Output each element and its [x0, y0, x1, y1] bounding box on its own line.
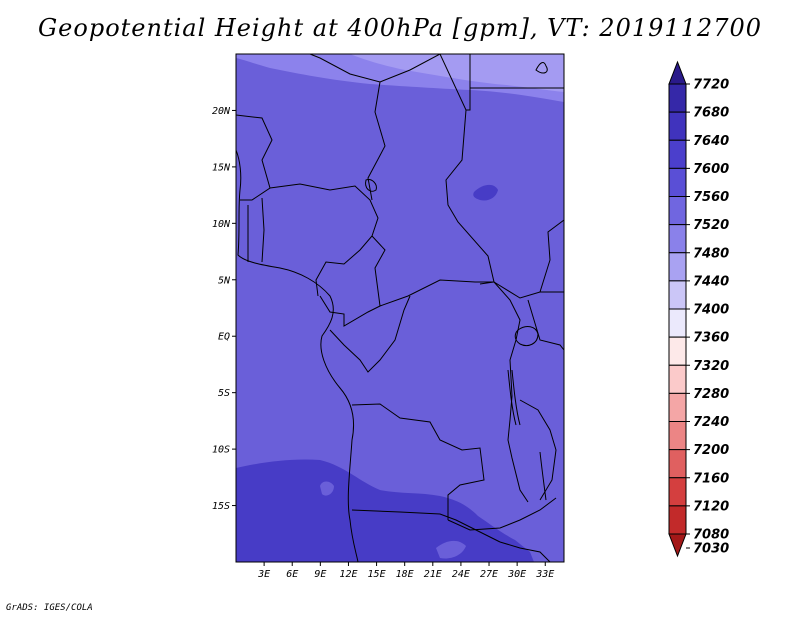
lat-tick-label: 5S	[218, 388, 230, 399]
height-field	[236, 54, 564, 562]
colorbar-label: 7560	[693, 190, 729, 205]
lake-malawi	[539, 451, 547, 501]
coastline-west-africa	[236, 149, 359, 562]
lat-tick-label: 10S	[212, 445, 230, 456]
lake-tanganyika	[507, 369, 521, 426]
border-drc-angola	[351, 403, 485, 520]
colorbar-swatch	[668, 449, 687, 479]
colorbar-label: 7400	[693, 303, 729, 318]
latitude-axis: 20N 15N 10N 5N EQ 5S 10S 15S	[212, 106, 236, 512]
border-benin-togo	[247, 197, 265, 263]
colorbar-swatch	[668, 364, 687, 394]
border-ethiopia	[539, 219, 564, 293]
colorbar-label: 7680	[693, 106, 729, 121]
colorbar: 7720 7680 7640 7600 7560 7520 7480 7440 7400 7360…	[668, 60, 729, 558]
field-region-7480-7520	[350, 54, 564, 92]
border-kenya-uganda	[527, 299, 564, 351]
country-borders	[236, 54, 564, 562]
colorbar-swatch	[668, 392, 687, 422]
colorbar-swatch	[668, 139, 687, 169]
border-niger-chad	[367, 81, 386, 201]
lake-victoria	[514, 326, 539, 347]
border-algeria-south	[309, 54, 441, 83]
field-region-7600-7640-south	[236, 459, 534, 562]
border-zambia	[447, 497, 557, 531]
colorbar-label: 7160	[693, 471, 729, 486]
colorbar-label: 7520	[693, 218, 729, 233]
lon-tick-label: 24E	[452, 569, 470, 580]
border-south-sudan	[493, 281, 564, 299]
lon-tick-label: 3E	[257, 569, 270, 580]
lat-tick-label: 5N	[218, 275, 231, 286]
lon-tick-label: 15E	[368, 569, 386, 580]
lat-tick-label: 10N	[212, 219, 231, 230]
lon-tick-label: 12E	[339, 569, 357, 580]
field-region-7600-7640-cell	[473, 184, 498, 201]
field-region-7560-7600-southeast	[436, 540, 466, 559]
colorbar-swatch	[668, 83, 687, 113]
lon-tick-label: 21E	[424, 569, 442, 580]
lake-chad	[365, 179, 377, 192]
colorbar-label: 7030	[693, 542, 729, 557]
colorbar-label: 7720	[693, 78, 729, 93]
colorbar-swatch	[668, 111, 687, 141]
colorbar-swatch	[668, 477, 687, 507]
lon-tick-label: 27E	[480, 569, 498, 580]
colorbar-swatch	[668, 167, 687, 197]
colorbar-swatch	[668, 60, 687, 85]
colorbar-swatch	[668, 280, 687, 310]
colorbar-swatch	[668, 421, 687, 451]
lat-tick-label: 15N	[212, 162, 231, 173]
colorbar-label: 7440	[693, 274, 729, 289]
lat-tick-label: 20N	[212, 106, 231, 117]
colorbar-swatch	[668, 336, 687, 366]
lat-tick-label: 15S	[212, 501, 230, 512]
colorbar-swatch	[668, 252, 687, 282]
colorbar-label: 7640	[693, 134, 729, 149]
colorbar-label: 7600	[693, 162, 729, 177]
lon-tick-label: 6E	[286, 569, 298, 580]
colorbar-label: 7240	[693, 415, 729, 430]
colorbar-swatch	[668, 196, 687, 226]
chart-title: Geopotential Height at 400hPa [gpm], VT:…	[38, 14, 762, 42]
map-frame	[235, 53, 565, 563]
border-cameroon-gabon	[319, 295, 381, 327]
lon-tick-label: 18E	[396, 569, 414, 580]
colorbar-label: 7120	[693, 499, 729, 514]
border-nigeria	[269, 183, 379, 297]
field-region-7560-7600-notch	[320, 481, 334, 496]
border-namibia	[351, 509, 501, 543]
lon-tick-label: 9E	[314, 569, 326, 580]
colorbar-label: 7280	[693, 387, 729, 402]
colorbar-label: 7480	[693, 246, 729, 261]
colorbar-swatch	[668, 533, 687, 558]
lon-tick-label: 30E	[507, 569, 526, 580]
border-drc-east	[493, 281, 529, 503]
colorbar-label: 7080	[693, 528, 729, 543]
border-chad-sudan	[445, 109, 495, 285]
colorbar-label: 7200	[693, 443, 729, 458]
longitude-axis: 3E 6E 9E 12E 15E 18E 21E 24E 27E 30E 33E	[257, 562, 554, 580]
border-tanzania	[519, 399, 557, 501]
colorbar-swatch	[668, 505, 687, 535]
colorbar-label: 7320	[693, 359, 729, 374]
border-zimbabwe-moz	[499, 541, 551, 562]
border-mali-burkina	[236, 114, 273, 201]
colorbar-label: 7360	[693, 331, 729, 346]
lat-tick-label: EQ	[218, 332, 230, 343]
border-car	[371, 235, 494, 307]
colorbar-swatch	[668, 224, 687, 254]
footer-credit: GrADS: IGES/COLA	[6, 603, 93, 613]
lon-tick-label: 33E	[535, 569, 554, 580]
border-congo	[329, 295, 411, 373]
border-libya	[439, 54, 471, 111]
colorbar-swatch	[668, 308, 687, 338]
red-sea-coast	[535, 62, 548, 74]
